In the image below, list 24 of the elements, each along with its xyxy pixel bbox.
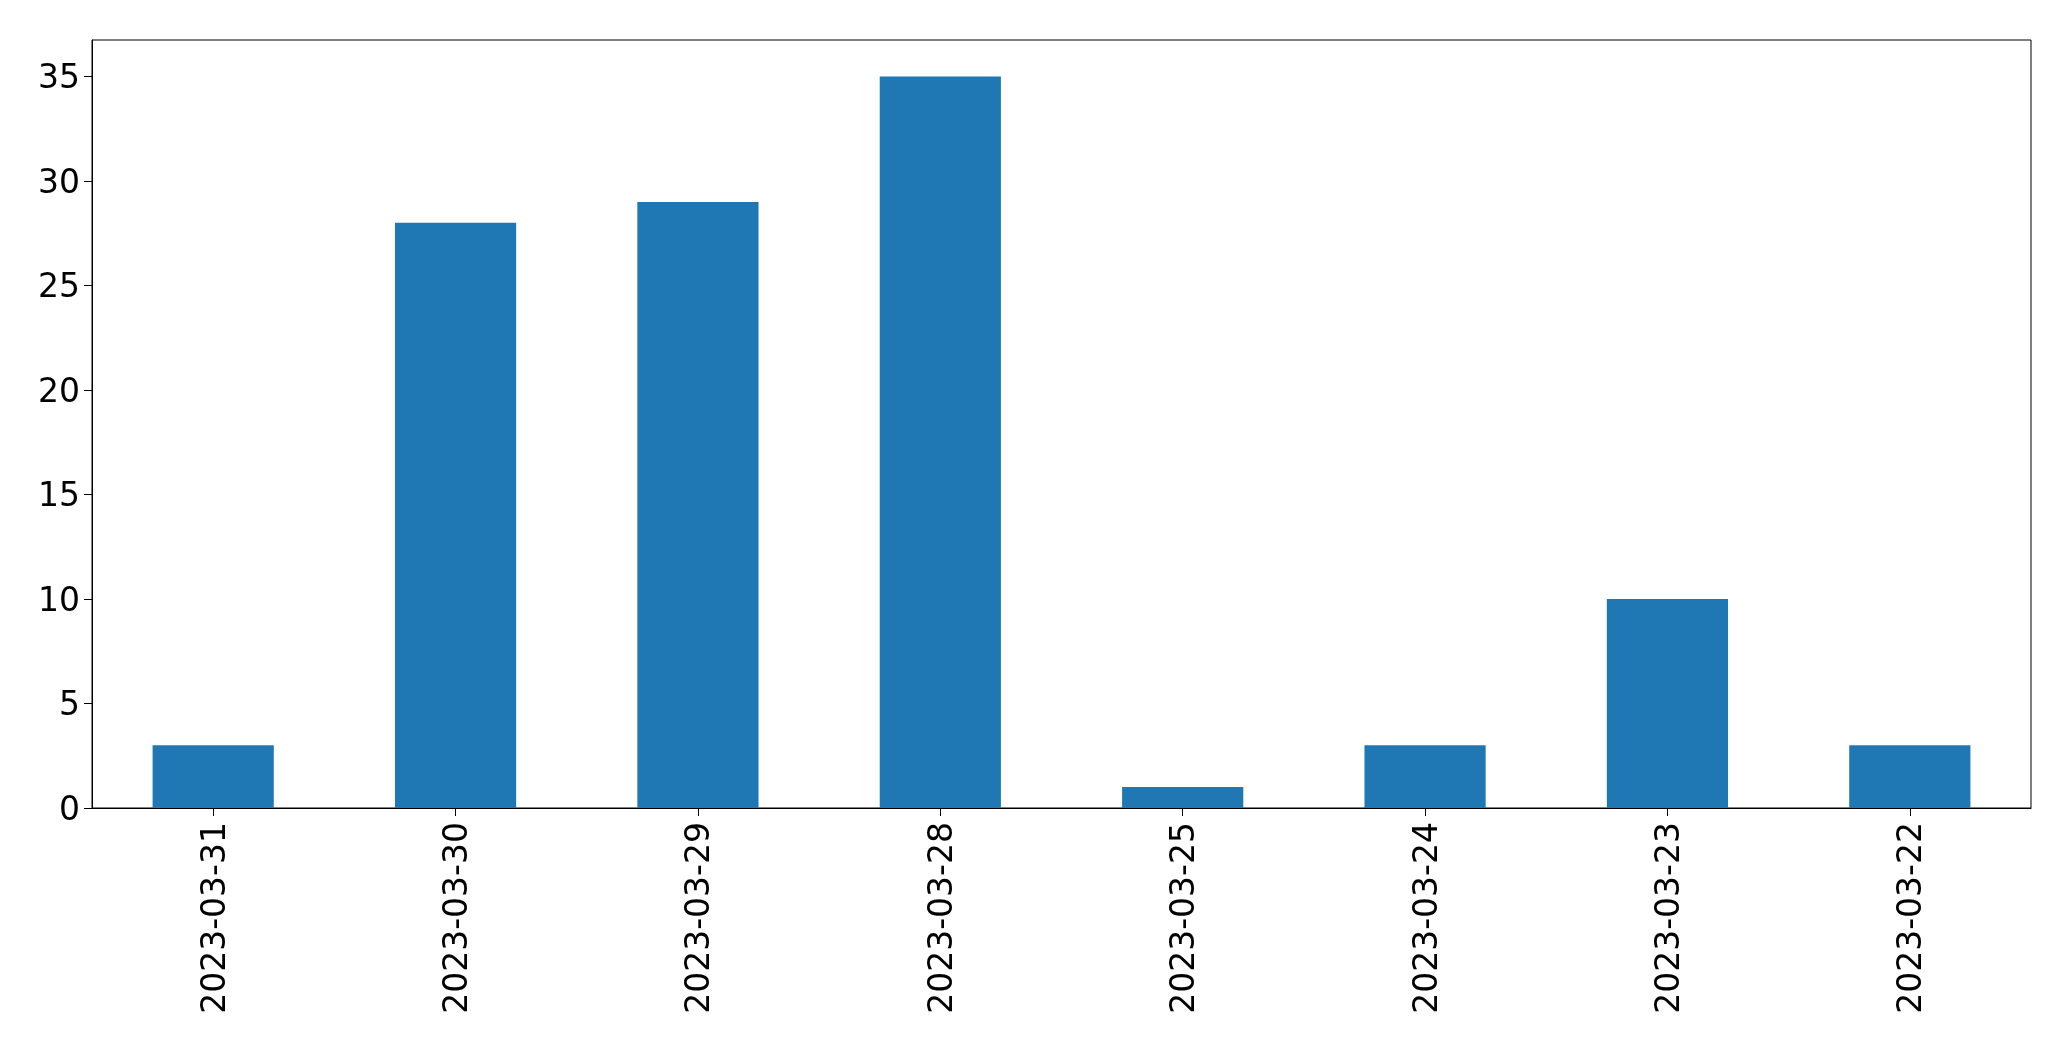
x-tick-label: 2023-03-31	[193, 822, 233, 1014]
y-tick-label: 30	[38, 161, 80, 201]
bar	[152, 745, 274, 808]
x-tick-label: 2023-03-30	[436, 822, 476, 1014]
x-tick-label: 2023-03-29	[678, 822, 718, 1014]
y-tick-label: 0	[59, 788, 80, 828]
y-tick-label: 15	[38, 475, 80, 515]
x-tick-label: 2023-03-25	[1163, 822, 1203, 1014]
x-tick-label: 2023-03-23	[1647, 822, 1687, 1014]
bar	[1364, 745, 1486, 808]
y-tick-label: 20	[38, 370, 80, 410]
bar	[879, 76, 1001, 808]
y-tick-label: 35	[38, 57, 80, 97]
x-tick-label: 2023-03-24	[1405, 822, 1445, 1014]
x-tick-label: 2023-03-28	[920, 822, 960, 1014]
y-tick-label: 5	[59, 684, 80, 724]
bar	[1849, 745, 1971, 808]
y-tick-label: 25	[38, 266, 80, 306]
y-tick-label: 10	[38, 579, 80, 619]
bar	[637, 201, 759, 808]
x-tick-label: 2023-03-22	[1890, 822, 1930, 1014]
bar	[1122, 787, 1244, 808]
bar	[1606, 599, 1729, 808]
bar	[394, 222, 517, 808]
